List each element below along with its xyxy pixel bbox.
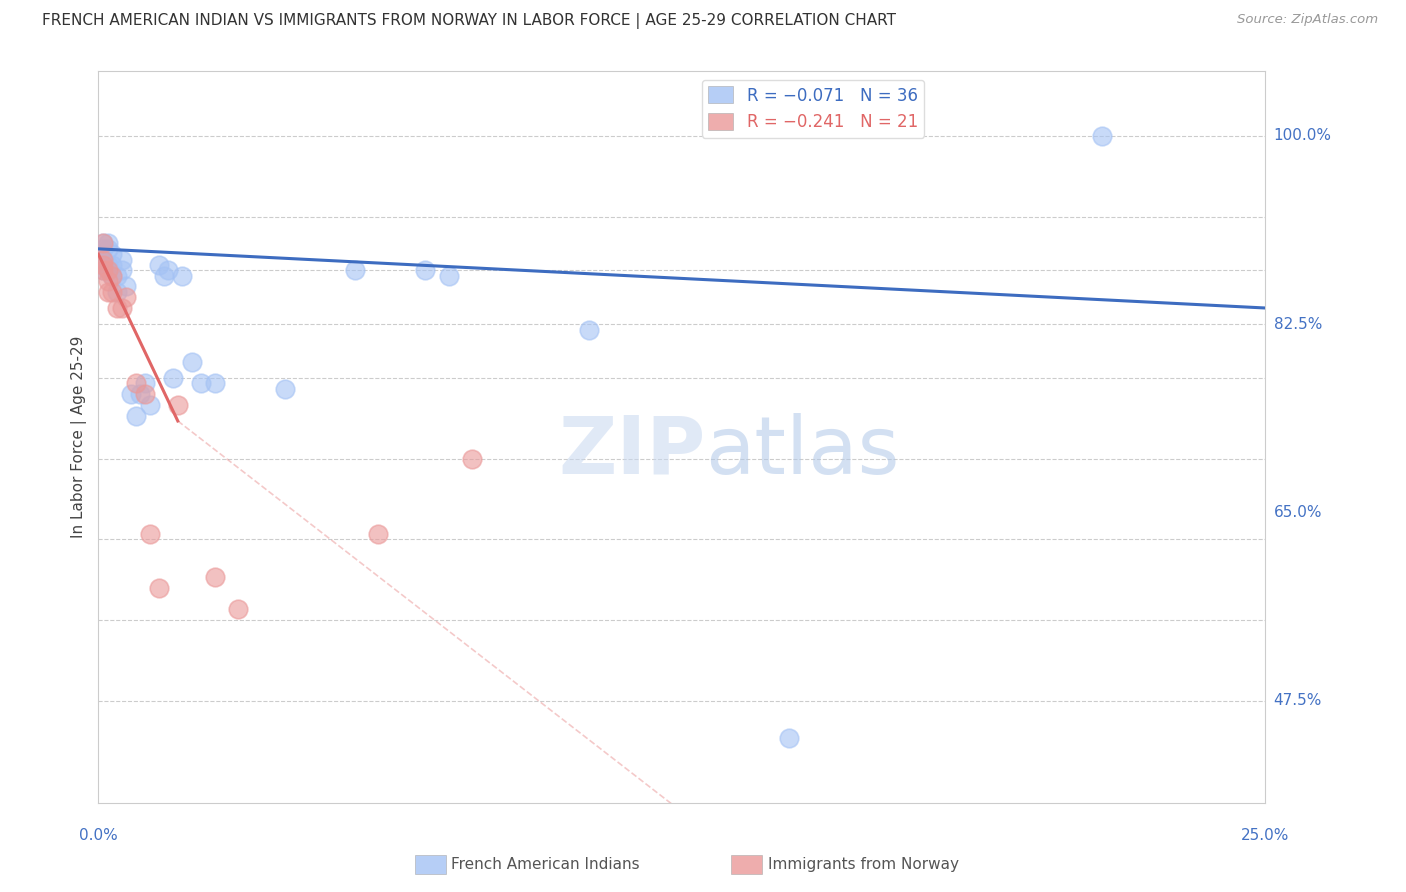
Point [152,268,174,283]
Text: French American Indians: French American Indians [451,857,640,871]
Point [134,387,156,401]
Point [344,263,367,277]
Point [91,242,114,256]
Point [157,263,180,277]
Point [413,263,436,277]
Point [148,581,170,595]
Point [1091,128,1114,143]
Point [461,451,484,466]
Point [91,236,114,251]
Point [115,279,138,293]
Point [111,252,134,267]
Point [437,268,460,283]
Point [91,252,114,267]
Point [162,371,184,385]
Point [97,285,120,299]
Point [129,387,152,401]
Point [204,570,226,584]
Point [139,527,162,541]
Text: ZIP: ZIP [558,413,706,491]
Point [115,290,138,304]
Point [97,274,120,288]
Point [190,376,212,391]
Text: 100.0%: 100.0% [1274,128,1331,144]
Point [97,236,120,251]
Point [148,258,170,272]
Text: FRENCH AMERICAN INDIAN VS IMMIGRANTS FROM NORWAY IN LABOR FORCE | AGE 25-29 CORR: FRENCH AMERICAN INDIAN VS IMMIGRANTS FRO… [42,13,896,29]
Text: 82.5%: 82.5% [1274,317,1322,332]
Point [101,247,124,261]
Point [101,285,124,299]
Legend: R = −0.071   N = 36, R = −0.241   N = 21: R = −0.071 N = 36, R = −0.241 N = 21 [702,79,925,137]
Point [120,387,142,401]
Point [101,268,124,283]
Point [204,376,226,391]
Point [91,263,114,277]
Point [180,355,202,369]
Point [111,263,134,277]
Point [101,268,124,283]
Point [274,382,297,396]
Point [125,376,148,391]
Text: 65.0%: 65.0% [1274,505,1322,520]
Point [105,301,128,315]
Point [97,258,120,272]
Text: atlas: atlas [706,413,900,491]
Text: 25.0%: 25.0% [1241,828,1289,843]
Point [105,285,128,299]
Text: 0.0%: 0.0% [79,828,118,843]
Point [97,242,120,256]
Y-axis label: In Labor Force | Age 25-29: In Labor Force | Age 25-29 [72,336,87,538]
Point [91,252,114,267]
Point [91,263,114,277]
Point [367,527,389,541]
Point [101,258,124,272]
Point [578,322,600,336]
Point [91,236,114,251]
Point [97,263,120,277]
Point [97,263,120,277]
Text: Source: ZipAtlas.com: Source: ZipAtlas.com [1237,13,1378,27]
Text: 47.5%: 47.5% [1274,693,1322,708]
Point [91,258,114,272]
Point [125,409,148,423]
Text: Immigrants from Norway: Immigrants from Norway [768,857,959,871]
Point [105,268,128,283]
Point [228,602,250,616]
Point [139,398,162,412]
Point [111,301,134,315]
Point [172,268,194,283]
Point [166,398,188,412]
Point [778,731,800,746]
Point [134,376,156,391]
